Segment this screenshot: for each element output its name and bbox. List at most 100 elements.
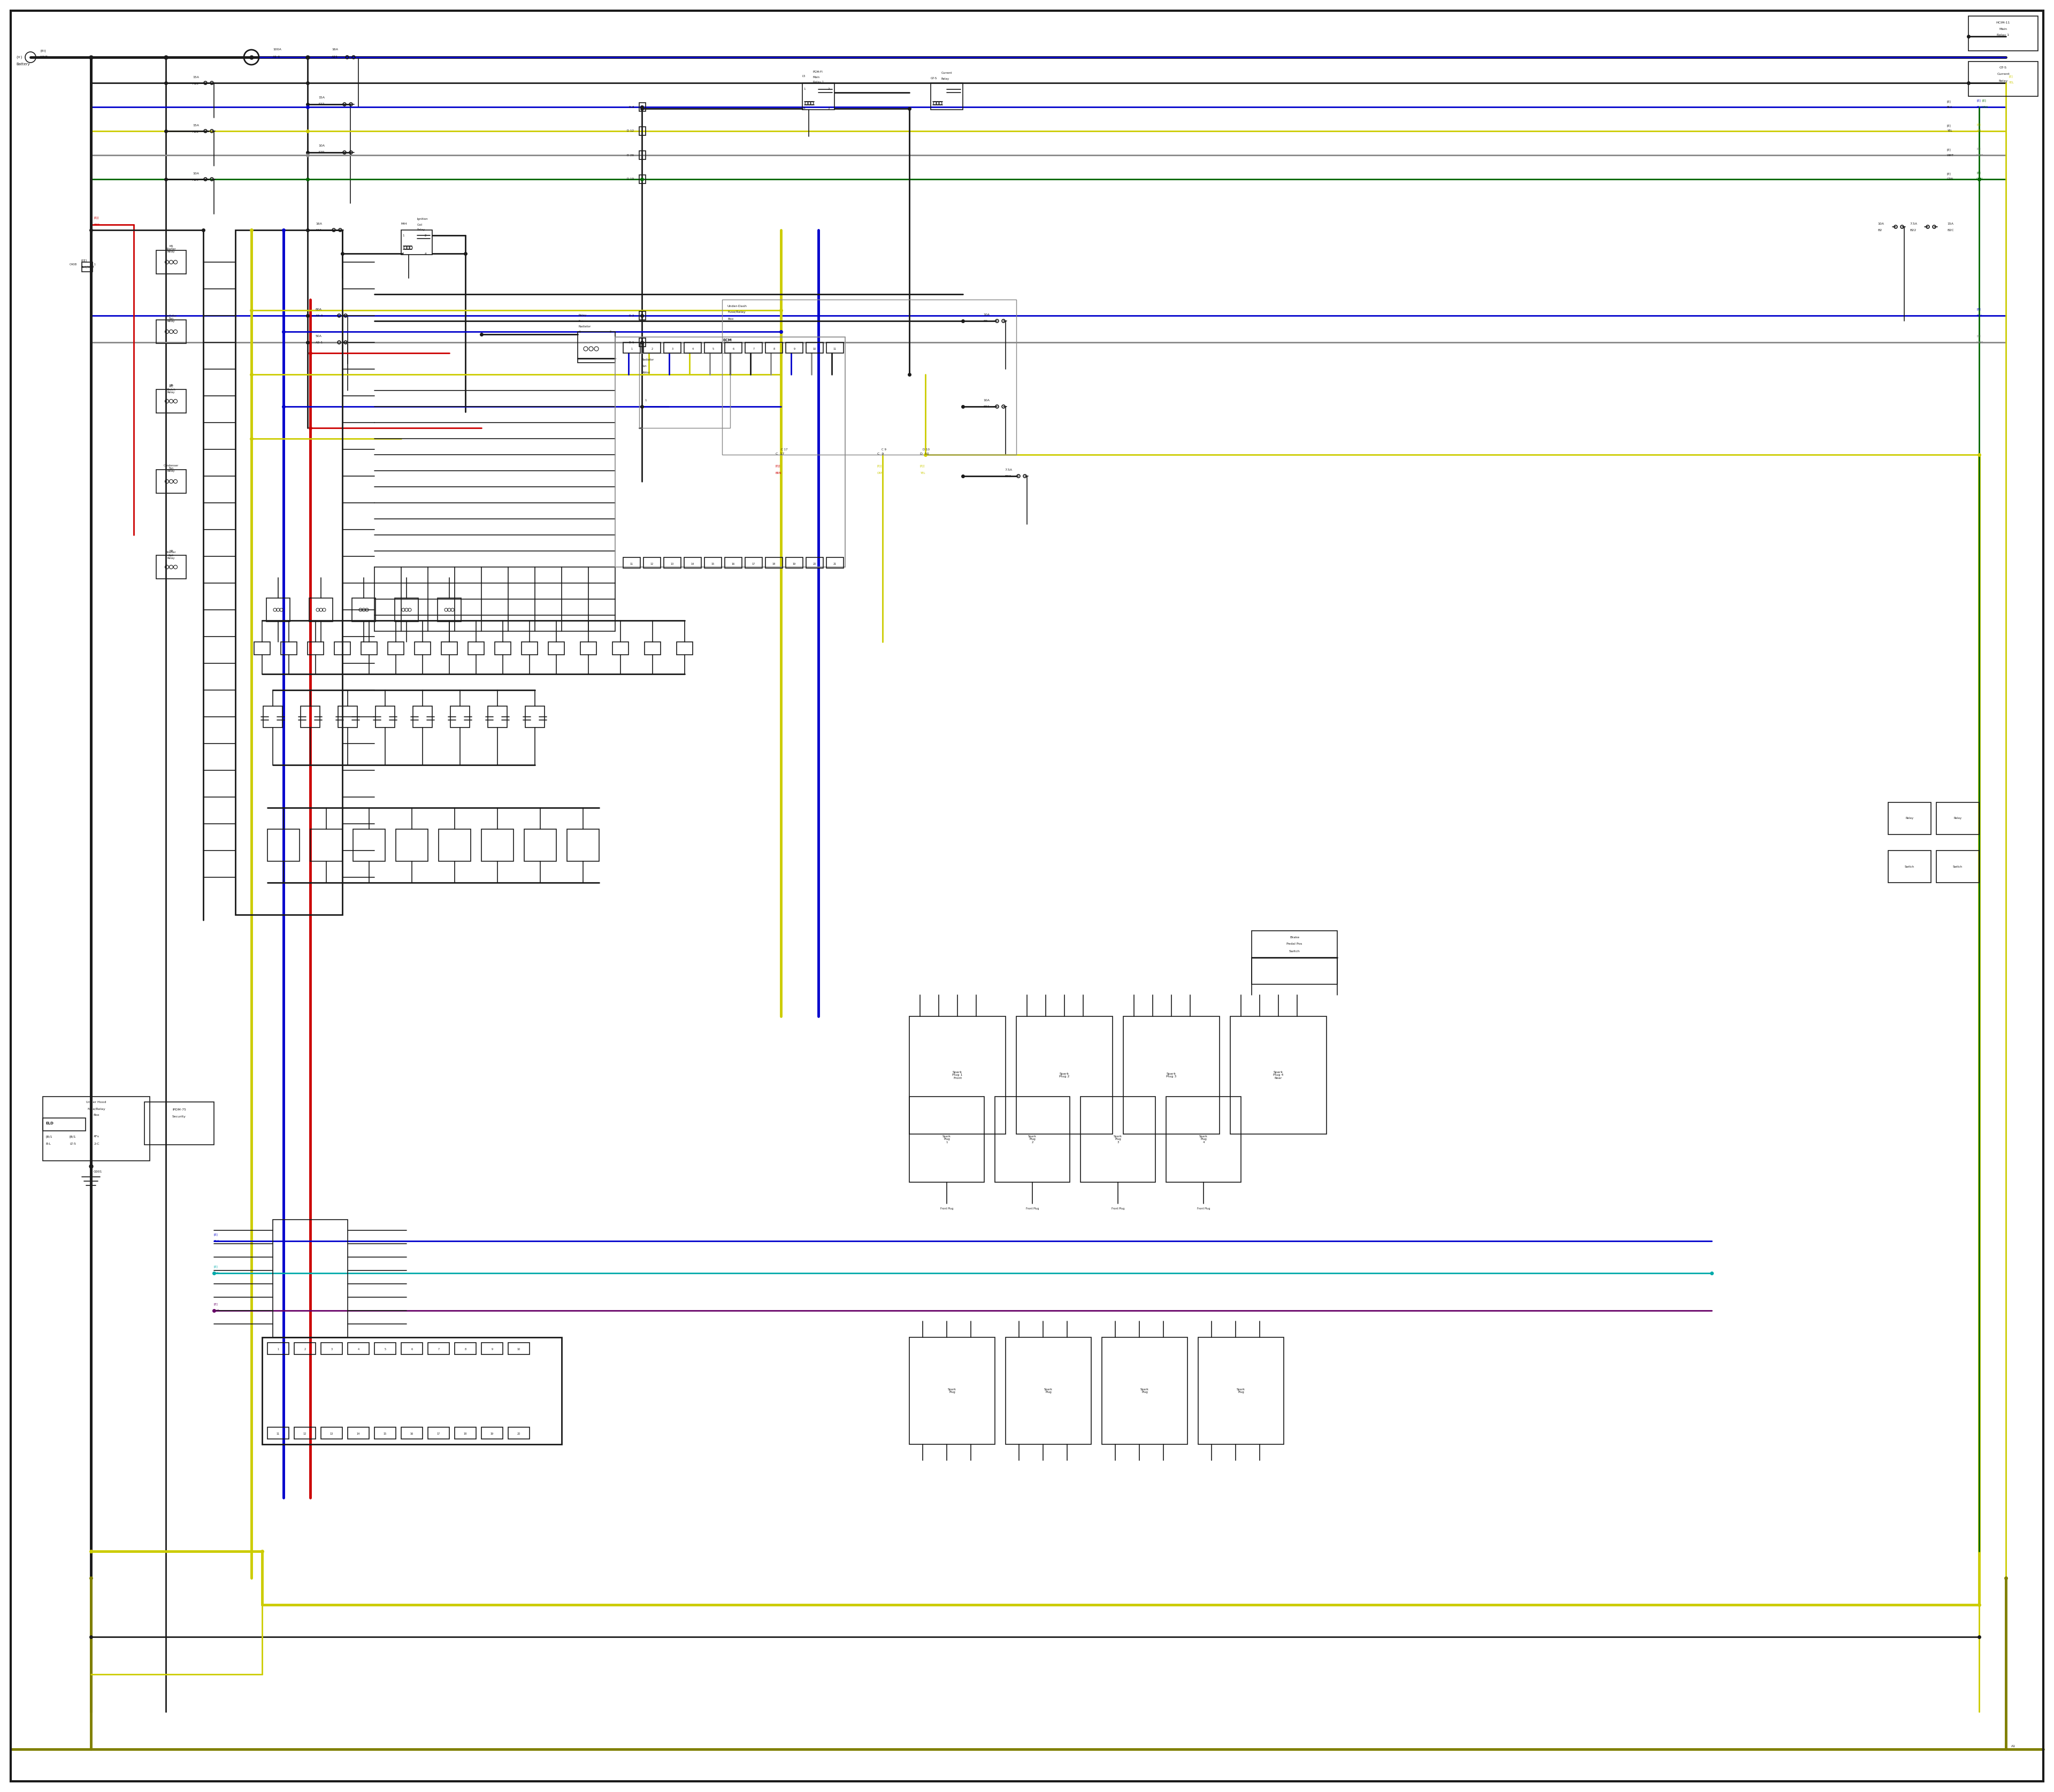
- Text: HCIM-11: HCIM-11: [1996, 22, 2011, 23]
- Text: [E]: [E]: [1976, 99, 1980, 102]
- Bar: [526, 706, 544, 728]
- Bar: [481, 1426, 503, 1439]
- Text: 10: 10: [813, 348, 815, 349]
- Text: Current: Current: [941, 72, 953, 75]
- Bar: [766, 557, 783, 568]
- Bar: [481, 830, 514, 862]
- Text: M1: M1: [168, 246, 173, 247]
- Bar: [1006, 1337, 1091, 1444]
- Text: 60A: 60A: [316, 308, 322, 310]
- Text: Spark
Plug: Spark Plug: [1237, 1389, 1245, 1394]
- Bar: [577, 332, 614, 362]
- Bar: [910, 1016, 1006, 1134]
- Text: Motor: Motor: [641, 371, 651, 375]
- Text: 100A: 100A: [273, 48, 281, 52]
- Text: A/C
Clutch
Relay: A/C Clutch Relay: [166, 385, 177, 394]
- Text: A29: A29: [193, 179, 199, 181]
- Text: Under-Dash: Under-Dash: [727, 305, 748, 306]
- Bar: [1937, 851, 1980, 883]
- Bar: [614, 337, 844, 566]
- Bar: [267, 830, 300, 862]
- Bar: [267, 1426, 290, 1439]
- Text: A22: A22: [193, 131, 199, 133]
- Text: D 10: D 10: [922, 448, 930, 450]
- Text: Spark
Plug 2: Spark Plug 2: [1060, 1072, 1070, 1079]
- Text: GRN: GRN: [1947, 177, 1953, 181]
- Text: [E]: [E]: [1976, 124, 1980, 125]
- Text: BLK/WHT: BLK/WHT: [82, 265, 94, 269]
- Text: A16: A16: [316, 229, 322, 231]
- Bar: [376, 706, 394, 728]
- Text: Radiator: Radiator: [164, 314, 177, 317]
- Text: 18: 18: [772, 563, 776, 564]
- Bar: [639, 353, 729, 428]
- Bar: [639, 151, 645, 159]
- Text: B22: B22: [1910, 229, 1916, 231]
- Text: Spark
Plug
2: Spark Plug 2: [1029, 1134, 1037, 1143]
- Bar: [362, 642, 378, 654]
- Bar: [413, 706, 431, 728]
- Text: Spark
Plug
3: Spark Plug 3: [1113, 1134, 1121, 1143]
- Text: M3: M3: [168, 550, 173, 552]
- Bar: [320, 1342, 343, 1355]
- Text: Front Plug: Front Plug: [941, 1208, 953, 1210]
- Text: Relay: Relay: [1953, 817, 1962, 819]
- Text: 10A: 10A: [1877, 222, 1884, 226]
- Text: 10A: 10A: [984, 314, 990, 315]
- Text: Condenser: Condenser: [164, 464, 179, 466]
- Bar: [1968, 16, 2038, 50]
- Text: (+): (+): [16, 56, 23, 59]
- Text: B31: B31: [984, 405, 990, 409]
- Bar: [930, 82, 963, 109]
- Text: GT-S: GT-S: [930, 77, 937, 81]
- Text: Front Plug: Front Plug: [1197, 1208, 1210, 1210]
- Bar: [1968, 61, 2038, 97]
- Bar: [787, 342, 803, 353]
- Text: B2C: B2C: [1947, 229, 1953, 231]
- Bar: [676, 642, 692, 654]
- Text: 15A: 15A: [318, 97, 325, 99]
- Text: Main: Main: [1999, 27, 2007, 30]
- Text: Relay: Relay: [579, 314, 587, 317]
- Bar: [639, 312, 645, 321]
- Text: 18: 18: [464, 1432, 466, 1435]
- Bar: [450, 706, 470, 728]
- Text: Spark
Plug: Spark Plug: [1140, 1389, 1148, 1394]
- Text: GRN: GRN: [1982, 106, 1988, 108]
- Bar: [374, 1342, 396, 1355]
- Text: ORN: ORN: [877, 471, 883, 475]
- Text: 14: 14: [357, 1432, 359, 1435]
- Text: 7.5A: 7.5A: [1910, 222, 1916, 226]
- Bar: [156, 251, 187, 274]
- Text: C  17: C 17: [776, 452, 785, 455]
- Text: PUR: PUR: [214, 1310, 220, 1312]
- Bar: [522, 642, 538, 654]
- Bar: [622, 557, 641, 568]
- Text: [E]: [E]: [1947, 172, 1951, 176]
- Text: Spark
Plug: Spark Plug: [947, 1389, 957, 1394]
- Text: M44: M44: [401, 222, 407, 226]
- Text: WHT: WHT: [1947, 154, 1953, 156]
- Text: D 1: D 1: [629, 340, 635, 344]
- Bar: [1888, 803, 1931, 835]
- Text: 15: 15: [384, 1432, 386, 1435]
- Text: Pedal Pos: Pedal Pos: [1286, 943, 1302, 946]
- Bar: [144, 1102, 214, 1145]
- Text: 19: 19: [491, 1432, 493, 1435]
- Text: [E]: [E]: [214, 1303, 218, 1306]
- Text: Spark
Plug
1: Spark Plug 1: [943, 1134, 951, 1143]
- Text: G001: G001: [94, 1170, 103, 1172]
- Bar: [495, 642, 511, 654]
- Text: 20: 20: [813, 563, 815, 564]
- Bar: [263, 706, 283, 728]
- Text: 10A: 10A: [318, 145, 325, 147]
- Text: [E]: [E]: [1982, 99, 1986, 102]
- Text: A16: A16: [193, 82, 199, 86]
- Text: Fuse/Relay: Fuse/Relay: [86, 1107, 105, 1111]
- Bar: [156, 470, 187, 493]
- Bar: [388, 642, 405, 654]
- Text: Fuse/Relay: Fuse/Relay: [727, 312, 746, 314]
- Text: Relay: Relay: [941, 77, 949, 81]
- Bar: [1101, 1337, 1187, 1444]
- Text: Front Plug: Front Plug: [1111, 1208, 1124, 1210]
